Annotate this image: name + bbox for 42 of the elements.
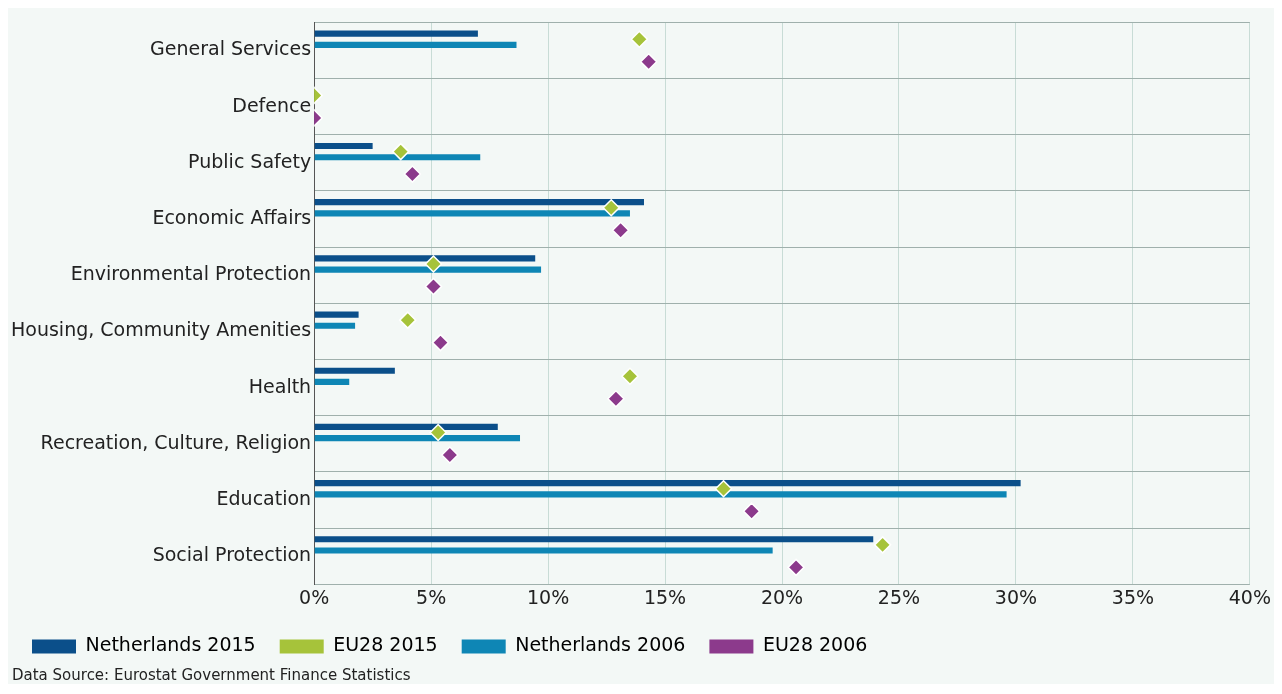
y-tick-label: Defence bbox=[232, 93, 312, 116]
x-tick-label: 10% bbox=[526, 585, 570, 608]
bar bbox=[314, 423, 498, 430]
bar bbox=[314, 255, 536, 262]
x-tick-label: 25% bbox=[877, 585, 921, 608]
y-tick-label: Housing, Community Amenities bbox=[10, 318, 312, 341]
y-tick-label: Health bbox=[248, 374, 312, 397]
legend-label: Netherlands 2015 bbox=[85, 633, 256, 656]
bar bbox=[314, 154, 481, 161]
bar bbox=[314, 30, 478, 37]
bar bbox=[314, 378, 350, 386]
y-tick-label: Public Safety bbox=[188, 149, 312, 172]
bar bbox=[314, 547, 773, 554]
y-tick-label: Education bbox=[216, 486, 312, 509]
bar bbox=[314, 311, 359, 318]
y-tick-label: General Services bbox=[150, 37, 312, 60]
legend-label: EU28 2006 bbox=[762, 633, 868, 656]
bar bbox=[314, 266, 542, 273]
x-tick-label: 30% bbox=[994, 585, 1038, 608]
bar bbox=[314, 435, 521, 442]
bar bbox=[314, 491, 1007, 498]
bar bbox=[314, 479, 1021, 487]
x-tick-label: 5% bbox=[416, 585, 447, 608]
x-tick-label: 0% bbox=[299, 585, 330, 608]
bar bbox=[314, 199, 644, 206]
x-tick-label: 20% bbox=[760, 585, 804, 608]
y-tick-label: Environmental Protection bbox=[70, 262, 312, 285]
source-note: Data Source: Eurostat Government Finance Statistics bbox=[11, 666, 412, 684]
y-tick-label: Recreation, Culture, Religion bbox=[40, 430, 312, 453]
bar bbox=[314, 322, 356, 329]
x-tick-label: 40% bbox=[1228, 585, 1271, 608]
x-tick-label: 35% bbox=[1111, 585, 1155, 608]
bar bbox=[314, 536, 874, 543]
legend-label: Netherlands 2006 bbox=[515, 633, 686, 656]
y-tick-label: Social Protection bbox=[152, 543, 312, 566]
bar bbox=[314, 210, 630, 217]
bar bbox=[314, 142, 373, 150]
x-tick-label: 15% bbox=[643, 585, 687, 608]
y-tick-label: Economic Affairs bbox=[152, 205, 312, 228]
legend-label: EU28 2015 bbox=[333, 633, 438, 656]
bar bbox=[314, 367, 395, 374]
bar bbox=[314, 41, 517, 48]
